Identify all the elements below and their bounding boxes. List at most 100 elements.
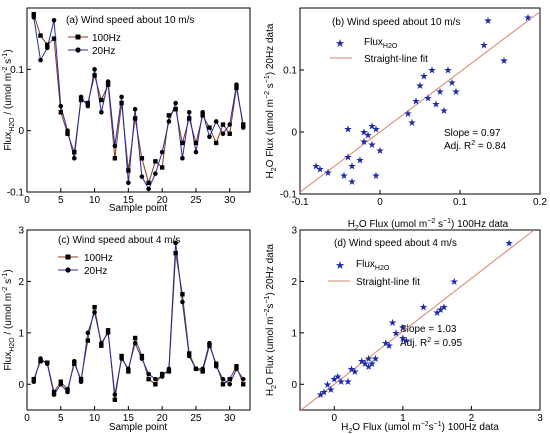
data-point-b: ★ xyxy=(368,121,377,132)
data-point-b: ★ xyxy=(356,155,365,166)
data-point-20hz-a xyxy=(193,149,199,155)
data-point-100hz-c xyxy=(180,292,185,297)
slope-d: Slope = 1.03 xyxy=(400,324,457,335)
legend-label-100hz-a: 100Hz xyxy=(92,33,121,44)
data-point-100hz-a xyxy=(193,140,199,146)
data-point-100hz-c xyxy=(31,376,36,382)
scatter-group-d: ★★★★★★★★★★★★★★★★★★★★★★★★★★★★★ xyxy=(300,229,535,411)
data-point-b: ★ xyxy=(348,177,357,188)
legend-marker-20hz-c xyxy=(65,267,71,273)
data-point-20hz-a xyxy=(180,155,185,161)
x-tick-label-b: 0 xyxy=(377,197,383,208)
data-point-20hz-a xyxy=(72,155,77,161)
legend-a: 100Hz 20Hz xyxy=(68,33,121,57)
data-point-100hz-a xyxy=(153,159,158,164)
data-point-20hz-c xyxy=(153,376,158,382)
data-point-20hz-a xyxy=(99,109,104,115)
x-tick-label-a: 30 xyxy=(224,195,236,206)
x-tick-label-a: 10 xyxy=(89,195,101,206)
data-point-b: ★ xyxy=(444,66,453,77)
data-point-20hz-a xyxy=(207,134,212,140)
data-point-20hz-c xyxy=(220,376,226,382)
data-point-100hz-a xyxy=(132,116,138,121)
data-point-20hz-c xyxy=(85,330,91,336)
y-tick-label-b: 0 xyxy=(291,128,297,139)
data-point-b: ★ xyxy=(360,137,369,148)
data-point-100hz-a xyxy=(234,85,239,90)
data-point-20hz-c xyxy=(207,340,212,346)
data-point-20hz-a xyxy=(78,94,84,100)
title-b: (b) Wind speed about 10 m/s xyxy=(332,17,460,28)
fit-line-d xyxy=(300,229,535,411)
x-tick-label-a: 5 xyxy=(58,195,64,206)
data-point-d: ★ xyxy=(450,277,459,288)
xlabel-c: Sample point xyxy=(109,422,168,433)
data-point-20hz-c xyxy=(240,376,246,382)
x-tick-label-d: 1 xyxy=(400,413,406,424)
xlabel-a: Sample point xyxy=(109,203,168,214)
data-point-b: ★ xyxy=(368,140,377,151)
data-point-b: ★ xyxy=(408,118,417,129)
xlabel-d: H2O Flux (umol m−2s−1) 100Hz data xyxy=(341,421,499,434)
panel-d: (d) Wind speed about 4 m/s H2O Flux (umo… xyxy=(264,229,541,434)
data-point-100hz-c xyxy=(139,353,145,359)
data-point-20hz-c xyxy=(180,299,185,305)
data-point-100hz-a xyxy=(207,125,212,130)
data-point-20hz-c xyxy=(213,363,219,369)
data-point-20hz-c xyxy=(31,379,37,385)
x-tick-label-d: 3 xyxy=(537,413,543,424)
data-point-b: ★ xyxy=(420,72,429,83)
data-point-20hz-a xyxy=(166,119,172,124)
axes-b: -0.1 0 0.1 0.2 -0.1 0 0.1 xyxy=(280,66,548,209)
data-point-20hz-c xyxy=(38,356,43,361)
data-point-20hz-a xyxy=(173,100,178,106)
data-point-20hz-a xyxy=(213,119,219,124)
x-tick-label-c: 30 xyxy=(224,413,236,424)
data-point-100hz-c xyxy=(234,364,239,369)
data-point-20hz-c xyxy=(92,309,97,315)
data-point-100hz-a xyxy=(159,165,165,170)
panel-b: (b) Wind speed about 10 m/s H2O Flux (um… xyxy=(264,7,541,232)
data-point-b: ★ xyxy=(324,168,333,179)
data-point-100hz-a xyxy=(241,122,246,127)
data-point-20hz-a xyxy=(51,17,57,23)
legend-marker-100hz-c xyxy=(65,254,71,260)
data-point-b: ★ xyxy=(416,81,425,92)
legend-star-d: ★ xyxy=(335,259,345,272)
data-point-20hz-c xyxy=(65,389,70,395)
data-point-20hz-a xyxy=(220,131,226,137)
plot-frame-b xyxy=(299,7,541,195)
data-point-b: ★ xyxy=(448,78,457,89)
data-point-d: ★ xyxy=(440,303,449,314)
data-point-b: ★ xyxy=(312,162,321,173)
data-point-20hz-a xyxy=(126,180,131,186)
data-point-20hz-a xyxy=(240,125,246,130)
title-a: (a) Wind speed about 10 m/s xyxy=(66,15,194,26)
data-point-b: ★ xyxy=(484,16,493,27)
data-point-d: ★ xyxy=(385,341,394,352)
x-tick-label-c: 0 xyxy=(24,413,30,424)
x-tick-label-c: 15 xyxy=(123,413,135,424)
x-tick-label-c: 10 xyxy=(89,413,101,424)
data-point-20hz-c xyxy=(112,392,118,397)
data-point-b: ★ xyxy=(344,152,353,163)
y-tick-label-b: -0.1 xyxy=(280,190,298,201)
data-point-20hz-a xyxy=(58,103,64,109)
x-tick-label-a: 0 xyxy=(24,195,30,206)
data-point-100hz-c xyxy=(214,361,219,366)
data-point-20hz-c xyxy=(166,366,172,372)
data-point-100hz-c xyxy=(146,376,151,382)
scatter-group-b: ★★ ★ ★★★★★★★★★★★★★★★★★★★★★★★★★★★★★★★ xyxy=(299,11,541,193)
data-point-20hz-a xyxy=(159,149,165,155)
series-line-20hz-c xyxy=(33,242,244,396)
data-point-d: ★ xyxy=(361,359,370,370)
data-point-100hz-c xyxy=(65,387,70,392)
legend-label-100hz-c: 100Hz xyxy=(84,253,113,264)
data-point-b: ★ xyxy=(372,171,381,182)
y-tick-label-d: 1 xyxy=(291,328,297,339)
data-point-20hz-a xyxy=(38,57,43,63)
panel-a: (a) Wind speed about 10 m/s Sample point… xyxy=(2,7,251,214)
data-point-d: ★ xyxy=(505,238,514,249)
data-point-20hz-a xyxy=(132,106,138,112)
